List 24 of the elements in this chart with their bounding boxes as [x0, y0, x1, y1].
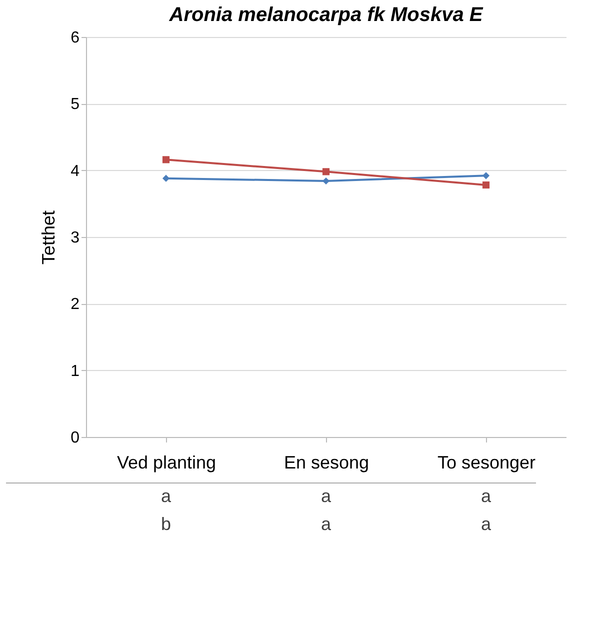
y-tick-label: 5 — [70, 96, 80, 114]
point — [162, 174, 170, 182]
point — [322, 168, 330, 176]
x-tick-label: To sesonger — [437, 452, 536, 472]
x-tick-label: Ved planting — [116, 452, 216, 472]
point — [162, 156, 170, 164]
point — [482, 172, 490, 180]
y-axis-title: Tetthet — [38, 210, 59, 265]
text: a — [480, 514, 492, 534]
text: a — [320, 486, 332, 506]
x-tick-label: En sesong — [284, 452, 370, 472]
y-tick-label: 4 — [70, 162, 80, 180]
point — [322, 177, 330, 185]
y-tick-label: 2 — [70, 296, 80, 314]
y-tick-label: 6 — [70, 30, 80, 46]
text: a — [320, 514, 332, 534]
text: a — [480, 486, 492, 506]
text: a — [160, 486, 172, 506]
text: b — [160, 514, 172, 534]
y-tick-label: 3 — [70, 230, 80, 246]
point — [482, 181, 490, 189]
chart-title: Aronia melanocarpa fk Moskva E — [168, 4, 484, 26]
y-tick-label: 1 — [70, 362, 80, 380]
y-tick-label: 0 — [70, 430, 80, 446]
